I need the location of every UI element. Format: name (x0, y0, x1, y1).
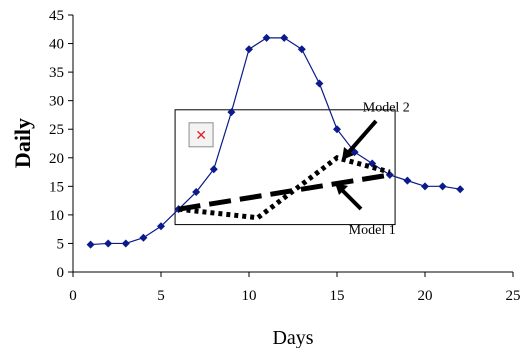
y-tick-label: 30 (49, 94, 64, 110)
y-tick-label: 15 (49, 179, 64, 195)
model-2-annotation: Model 2 (363, 100, 410, 115)
y-tick-label: 25 (49, 122, 64, 138)
data-point (192, 188, 201, 197)
model-2-arrowhead (342, 147, 354, 160)
data-point (139, 233, 148, 242)
series-line (90, 37, 461, 246)
data-point (262, 33, 271, 42)
data-point (157, 222, 165, 231)
data-point (227, 108, 236, 117)
model-2-arrow (346, 119, 378, 155)
data-point (297, 45, 306, 54)
model-1-arrow (340, 188, 363, 211)
plot-area: 0 5 10 15 20 25 30 35 40 45 0 5 10 15 20 25 (49, 8, 521, 304)
svg-text:✕: ✕ (195, 128, 207, 144)
inset-box (174, 109, 396, 226)
model-1-annotation: Model 1 (349, 223, 396, 238)
model-1-arrowhead (335, 183, 348, 195)
y-axis-title: Daily (10, 118, 35, 168)
x-tick-label: 5 (157, 288, 165, 304)
data-point (403, 176, 412, 185)
data-point (333, 125, 341, 134)
data-point (438, 182, 447, 191)
data-point (104, 239, 113, 248)
y-ticks: 0 5 10 15 20 25 30 35 40 45 (49, 8, 73, 281)
data-point (121, 239, 130, 248)
data-point (86, 240, 95, 249)
y-tick-label: 5 (57, 236, 65, 252)
y-tick-label: 0 (57, 265, 65, 281)
series-markers (86, 33, 465, 249)
x-tick-label: 0 (69, 288, 77, 304)
y-tick-label: 35 (49, 65, 64, 81)
model-arrows (335, 119, 378, 211)
y-tick-label: 40 (49, 37, 64, 53)
data-point (209, 165, 218, 174)
broken-image-icon: ✕ (188, 122, 214, 148)
x-axis-title: Days (272, 327, 313, 348)
model-1-line (178, 155, 391, 221)
y-tick-label: 45 (49, 8, 64, 24)
data-point (280, 33, 289, 42)
y-tick-label: 10 (49, 208, 64, 224)
y-tick-label: 20 (49, 151, 64, 167)
data-point (385, 170, 394, 179)
model-2-line (178, 172, 391, 212)
x-tick-label: 15 (330, 288, 345, 304)
data-point (245, 45, 253, 54)
data-point (456, 185, 465, 194)
data-point (421, 182, 429, 191)
x-ticks: 0 5 10 15 20 25 (69, 272, 521, 304)
data-point (315, 79, 324, 88)
x-tick-label: 20 (418, 288, 433, 304)
x-tick-label: 25 (506, 288, 521, 304)
x-tick-label: 10 (242, 288, 257, 304)
